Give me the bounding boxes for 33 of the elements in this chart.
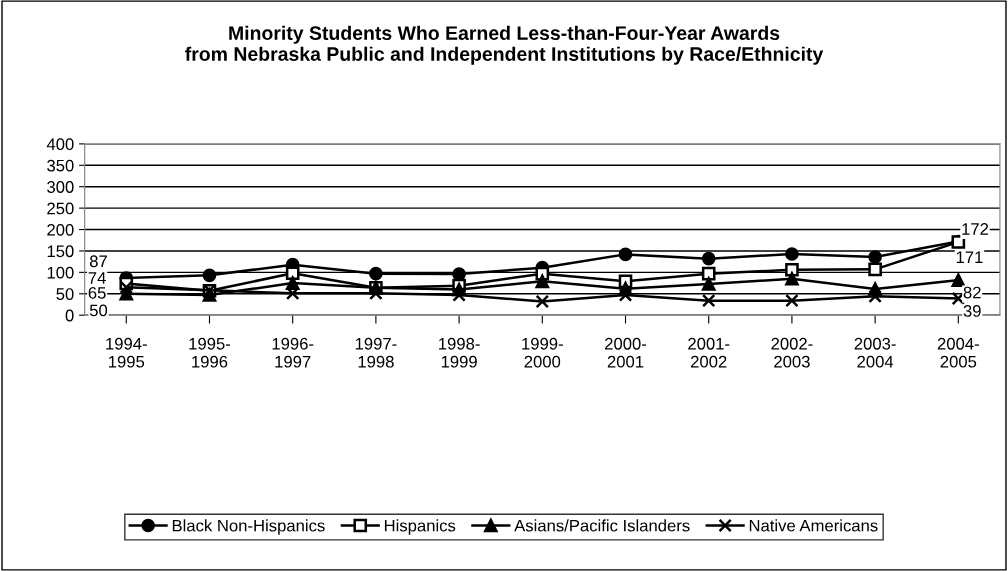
data-label: 65 xyxy=(88,286,106,299)
data-label: 39 xyxy=(963,305,981,317)
data-label: 87 xyxy=(89,255,107,268)
x-tick-label: 1998- 1999 xyxy=(439,337,480,368)
y-tick-label: 50 xyxy=(56,288,74,300)
x-tick-label: 2000- 2001 xyxy=(605,337,647,368)
x-tick-label: 2002- 2003 xyxy=(771,337,813,368)
y-tick-label: 300 xyxy=(47,181,74,193)
y-tick-label: 200 xyxy=(47,223,74,236)
y-tick-label: 100 xyxy=(47,266,74,279)
legend-label: Hispanics xyxy=(384,519,456,535)
x-tick-label: 2001- 2002 xyxy=(688,337,730,368)
x-tick-label: 2004- 2005 xyxy=(937,337,979,368)
y-tick-label: 400 xyxy=(46,138,74,151)
data-label: 172 xyxy=(962,223,989,235)
x-tick-label: 2003- 2004 xyxy=(854,337,896,368)
data-label: 82 xyxy=(963,286,981,299)
x-tick-label: 1995- 1996 xyxy=(189,337,231,368)
data-label: 171 xyxy=(956,251,983,263)
data-label: 50 xyxy=(89,304,108,317)
y-tick-label: 150 xyxy=(47,245,74,258)
x-tick-label: 1999- 2000 xyxy=(522,337,563,368)
legend-label: Black Non-Hispanics xyxy=(172,519,325,535)
chart-title: Minority Students Who Earned Less-than-Four-Year Awards from Nebraska Public and Independent Institutions by Race/Ethnicity xyxy=(185,25,824,65)
y-tick-label: 350 xyxy=(47,159,74,172)
x-tick-label: 1996- 1997 xyxy=(272,337,314,368)
y-tick-label: 0 xyxy=(65,309,74,322)
legend-label: Native Americans xyxy=(749,519,878,532)
x-tick-label: 1994- 1995 xyxy=(106,337,147,368)
data-label: 74 xyxy=(88,272,106,284)
x-tick-label: 1997- 1998 xyxy=(355,337,397,368)
legend-label: Asians/Pacific Islanders xyxy=(514,519,690,532)
y-tick-label: 250 xyxy=(47,202,74,215)
